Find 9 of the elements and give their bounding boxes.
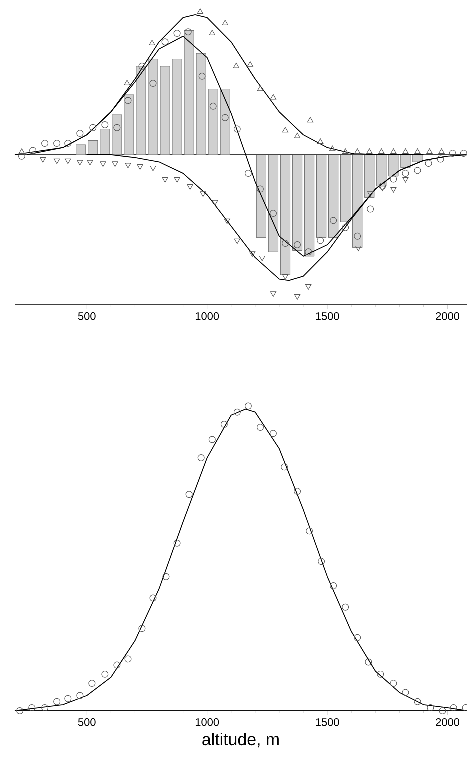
x-tick-label: 2000	[436, 312, 460, 320]
x-tick-label: 1000	[196, 718, 220, 726]
x-tick-label: 1000	[196, 312, 220, 320]
x-axis-title: altitude, m	[202, 733, 279, 748]
x-tick-label: 500	[78, 312, 96, 320]
x-tick-label: 1500	[316, 312, 340, 320]
x-tick-label: 500	[78, 718, 96, 726]
x-tick-label: 2000	[436, 718, 460, 726]
x-tick-label: 1500	[316, 718, 340, 726]
